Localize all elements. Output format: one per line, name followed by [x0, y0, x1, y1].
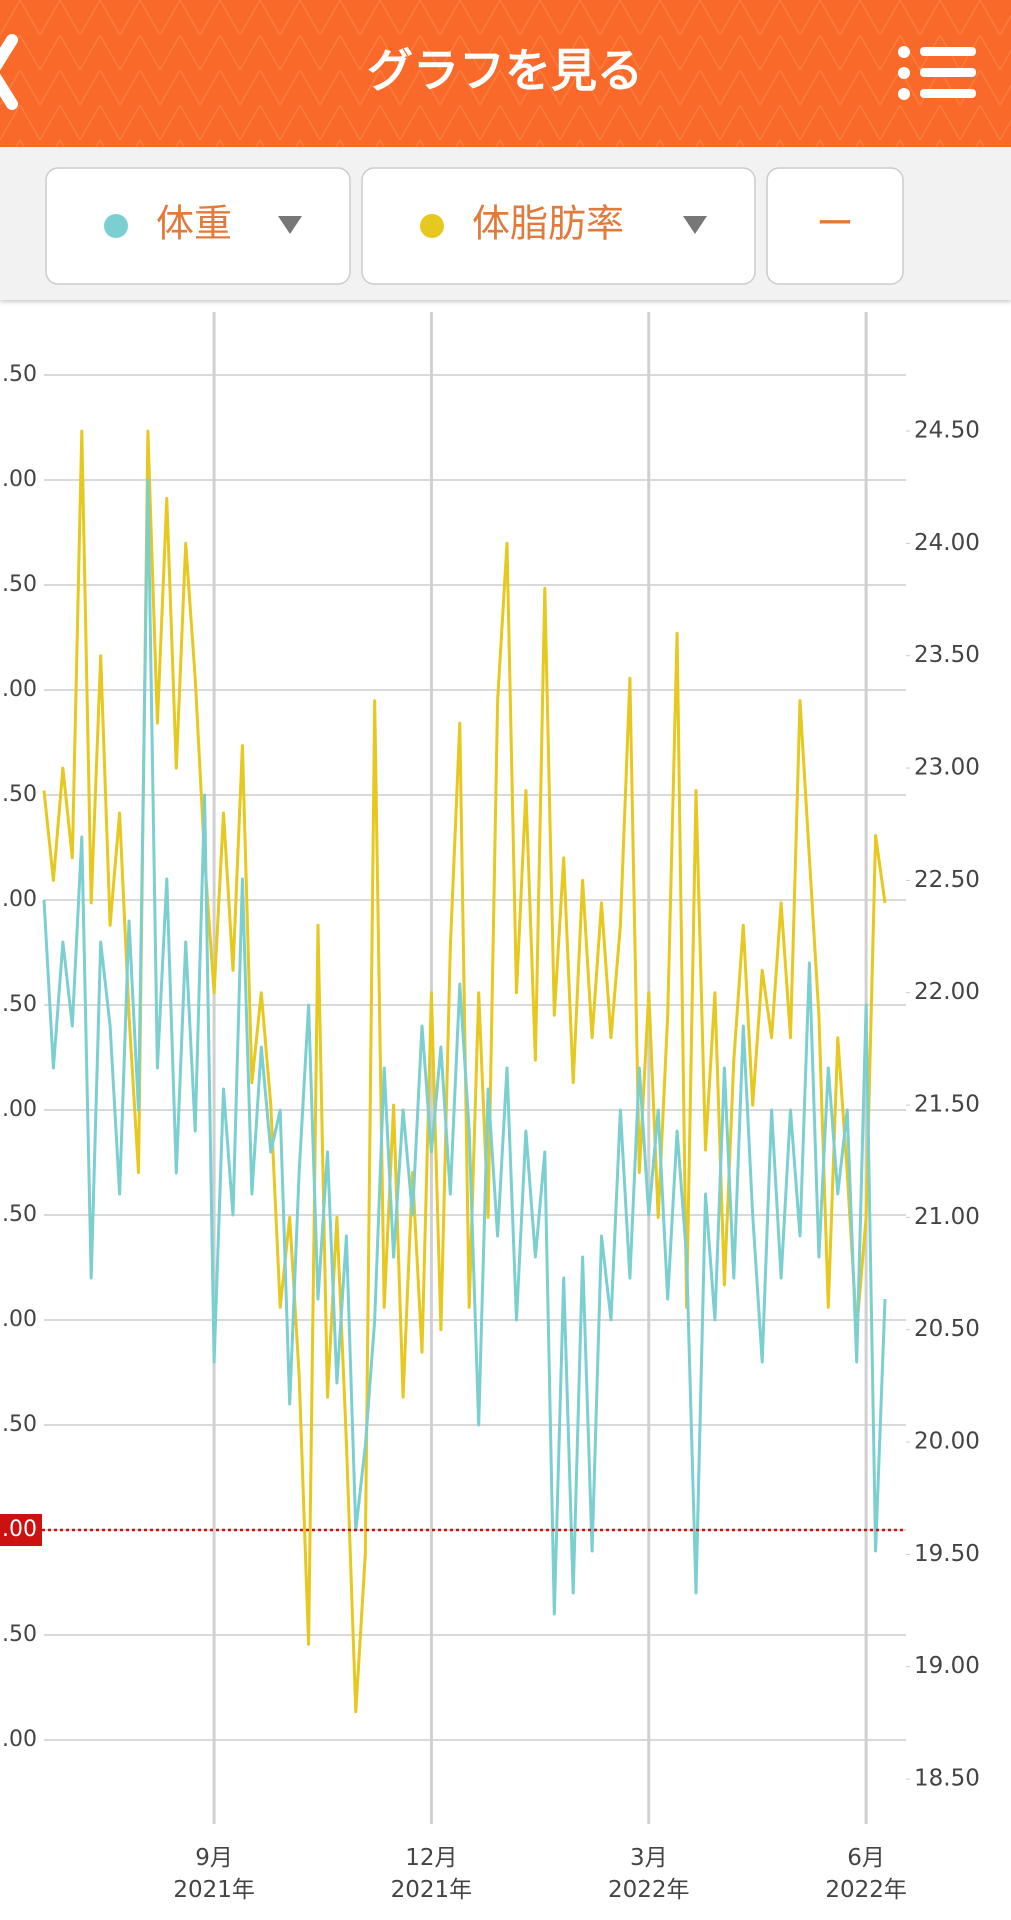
tab[interactable]: 体重 — [45, 167, 351, 285]
y2-tick-label: 19.00 — [914, 1653, 980, 1679]
tab-arrow — [683, 216, 707, 234]
y-tick-label: .50 — [2, 1622, 37, 1647]
y2-tick-label: 24.50 — [914, 418, 980, 444]
y2-tick-label: 20.50 — [914, 1316, 980, 1342]
y2-tick-label: 23.00 — [914, 755, 980, 781]
tab-arrow — [278, 216, 302, 234]
y2-tick-label: 23.50 — [914, 642, 980, 668]
tab-dot — [420, 214, 444, 238]
y-tick-label: .00 — [2, 1097, 37, 1122]
series-line — [42, 429, 887, 1714]
y-tick-label: .00 — [2, 1307, 37, 1332]
y2-tick-label: 21.00 — [914, 1204, 980, 1230]
y2-tick-label: 20.00 — [914, 1429, 980, 1455]
y2-tick-label: 22.00 — [914, 979, 980, 1005]
tab[interactable]: ー — [766, 167, 904, 285]
y-tick-label: .50 — [2, 1202, 37, 1227]
y2-tick-label: 24.00 — [914, 530, 980, 556]
y2-tick-label: 22.50 — [914, 867, 980, 893]
header-pattern — [0, 0, 1011, 147]
y-tick-label: .00 — [2, 677, 37, 702]
tab-dot — [104, 214, 128, 238]
y-tick-label: .50 — [2, 992, 37, 1017]
y2-tick-label: 19.50 — [914, 1541, 980, 1567]
x-tick-label: 6月 2022年 — [825, 1845, 907, 1903]
y-tick-label: .00 — [2, 887, 37, 912]
y-tick-label: .50 — [2, 782, 37, 807]
y-tick-label: .00 — [2, 1727, 37, 1752]
y2-tick-label: 18.50 — [914, 1766, 980, 1792]
tab-label: 体脂肪率 — [472, 202, 624, 246]
tab-button — [361, 167, 756, 285]
back-button[interactable] — [0, 34, 18, 110]
y2-tick-label: 21.50 — [914, 1092, 980, 1118]
menu-button[interactable] — [898, 46, 976, 100]
header-title: グラフを見る — [367, 44, 643, 98]
tab-button — [766, 167, 904, 285]
y-tick-label: .50 — [2, 1412, 37, 1437]
series-line — [42, 478, 887, 1616]
y-tick-label: .00 — [2, 1517, 37, 1542]
x-tick-label: 3月 2022年 — [608, 1845, 690, 1903]
y-tick-label: .50 — [2, 572, 37, 597]
tab-label: ー — [816, 202, 854, 246]
tab-label: 体重 — [156, 202, 232, 246]
y-tick-label: .50 — [2, 362, 37, 387]
x-tick-label: 9月 2021年 — [173, 1845, 255, 1903]
tab-button — [45, 167, 351, 285]
goal-label-bg — [0, 1514, 42, 1546]
tab[interactable]: 体脂肪率 — [361, 167, 756, 285]
y-tick-label: .00 — [2, 467, 37, 492]
x-tick-label: 12月 2021年 — [391, 1845, 473, 1903]
